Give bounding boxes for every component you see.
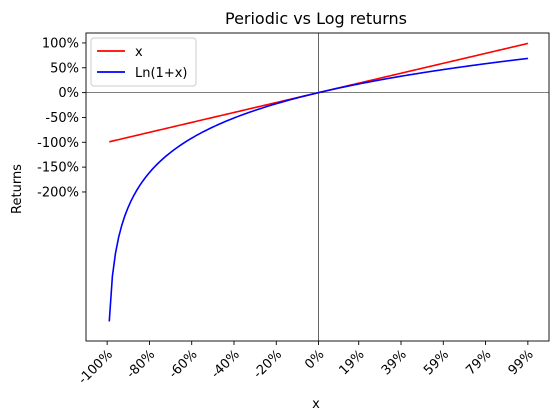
x-tick-label: 99%: [506, 347, 537, 378]
legend-label: Ln(1+x): [135, 66, 187, 81]
legend-label: x: [135, 45, 143, 60]
y-tick-label: 50%: [50, 61, 79, 76]
x-tick-label: -60%: [166, 347, 200, 381]
y-tick-label: -150%: [37, 161, 79, 176]
x-tick-label: -80%: [124, 347, 158, 381]
plot-frame: [85, 32, 550, 342]
y-tick-label: -100%: [37, 136, 79, 151]
x-tick-label: 79%: [463, 347, 494, 378]
y-tick-label: -200%: [37, 185, 79, 200]
y-tick-label: 0%: [58, 86, 79, 101]
y-axis-label: Returns: [10, 164, 25, 214]
series-line-ln-1-plus-x: [108, 57, 529, 322]
x-tick-label: 19%: [337, 347, 368, 378]
x-tick-label: -20%: [251, 347, 285, 381]
chart-title: Periodic vs Log returns: [225, 9, 407, 28]
y-tick-label: 100%: [42, 36, 79, 51]
x-tick-label: 0%: [302, 347, 327, 372]
x-axis-label: x: [312, 397, 320, 412]
x-tick-label: -40%: [208, 347, 242, 381]
y-tick-label: -50%: [45, 111, 79, 126]
legend-box: [90, 37, 197, 87]
x-tick-label: -100%: [76, 347, 116, 387]
x-tick-label: 59%: [421, 347, 452, 378]
x-tick-label: 39%: [379, 347, 410, 378]
series-line-x: [109, 42, 529, 143]
legend: x Ln(1+x): [90, 37, 197, 87]
plot-area: -100% -80% -60% -40% -20% 0% 19% 39% 59% 79% 99%10…: [37, 32, 550, 387]
